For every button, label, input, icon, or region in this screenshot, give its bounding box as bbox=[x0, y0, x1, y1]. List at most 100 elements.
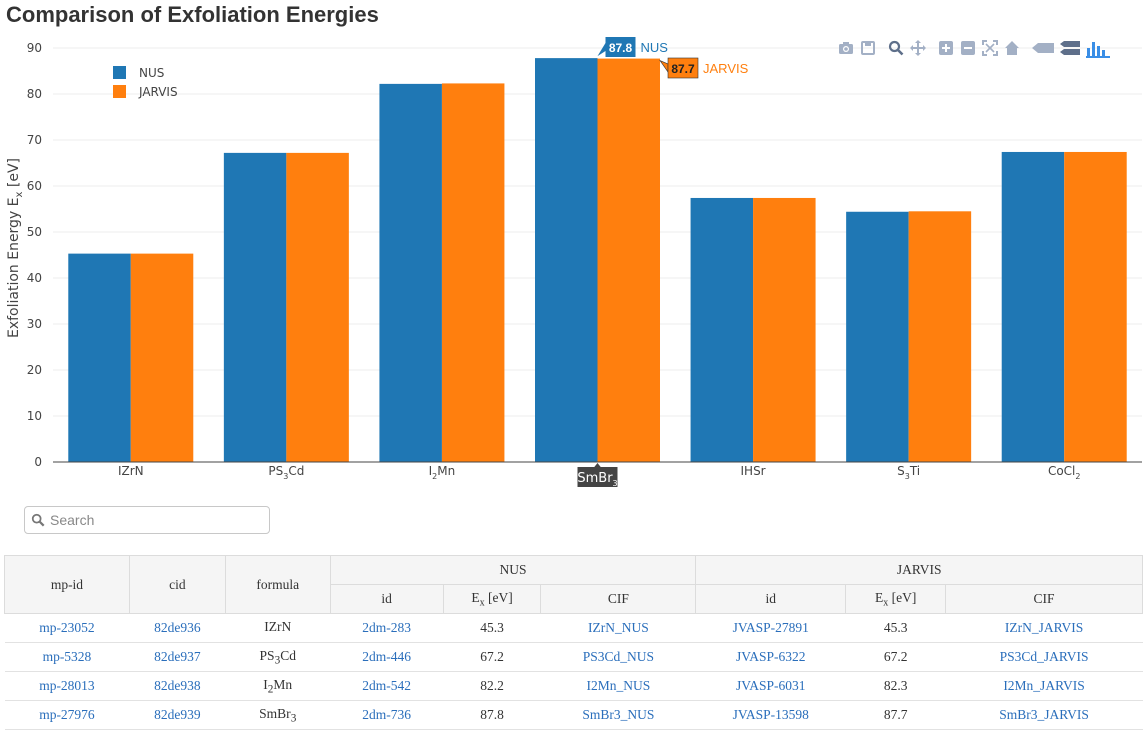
x-tick-label-sub: 3 bbox=[283, 472, 288, 481]
x-tick-label-base: IHSr bbox=[741, 464, 766, 478]
cell-jarvis-cif: SmBr3_JARVIS bbox=[945, 700, 1143, 730]
x-tick-label-sub: 2 bbox=[1075, 472, 1080, 481]
jarvis-cif-link[interactable]: SmBr3_JARVIS bbox=[999, 707, 1089, 722]
bar-jarvis bbox=[130, 253, 194, 462]
hover-box-nus bbox=[605, 37, 636, 57]
jarvis-cif-link[interactable]: I2Mn_JARVIS bbox=[1003, 678, 1085, 693]
col-jarvis-ex[interactable]: Ex [eV] bbox=[845, 584, 947, 614]
nus-id-link[interactable]: 2dm-283 bbox=[362, 620, 412, 635]
mp-id-link[interactable]: mp-27976 bbox=[39, 707, 95, 722]
nus-id-link[interactable]: 2dm-446 bbox=[362, 649, 412, 664]
cell-mp-id: mp-28013 bbox=[4, 671, 130, 701]
cid-link[interactable]: 82de937 bbox=[154, 649, 201, 664]
cid-link[interactable]: 82de936 bbox=[154, 620, 201, 635]
cid-link[interactable]: 82de938 bbox=[154, 678, 201, 693]
col-cid[interactable]: cid bbox=[128, 555, 226, 614]
y-tick-label: 70 bbox=[27, 133, 42, 147]
legend-swatch-jarvis bbox=[113, 85, 126, 98]
x-tick-label: IHSr bbox=[741, 464, 766, 478]
cell-nus-cif: SmBr3_NUS bbox=[540, 700, 696, 730]
jarvis-id-link[interactable]: JVASP-27891 bbox=[732, 620, 809, 635]
x-tick-label-tail: Ti bbox=[909, 464, 920, 478]
x-tick-label-base: PS bbox=[268, 464, 283, 478]
nus-cif-link[interactable]: IZrN_NUS bbox=[588, 620, 649, 635]
nus-cif-link[interactable]: SmBr3_NUS bbox=[582, 707, 655, 722]
hover-box-jarvis bbox=[667, 57, 699, 79]
zoom-icon[interactable] bbox=[888, 40, 904, 56]
formula-base: IZrN bbox=[264, 618, 292, 634]
col-jarvis-cif[interactable]: CIF bbox=[945, 584, 1143, 614]
table-row: mp-28013 82de938 I2Mn 2dm-542 82.2 I2Mn_… bbox=[4, 671, 1143, 701]
cell-nus-cif: PS3Cd_NUS bbox=[540, 642, 696, 672]
zoom-out-icon[interactable] bbox=[960, 40, 976, 56]
col-jarvis-ex-unit: [eV] bbox=[888, 589, 917, 605]
cell-jarvis-cif: PS3Cd_JARVIS bbox=[945, 642, 1143, 672]
mp-id-link[interactable]: mp-28013 bbox=[39, 678, 95, 693]
y-tick-label: 50 bbox=[27, 225, 42, 239]
search-field[interactable] bbox=[24, 506, 270, 534]
cell-jarvis-cif: IZrN_JARVIS bbox=[945, 613, 1143, 643]
jarvis-cif-link[interactable]: IZrN_JARVIS bbox=[1004, 620, 1084, 635]
autoscale-icon[interactable] bbox=[982, 40, 998, 56]
col-nus-id[interactable]: id bbox=[329, 584, 444, 614]
x-tick-label-sub: 2 bbox=[432, 472, 437, 481]
cell-mp-id: mp-5328 bbox=[4, 642, 130, 672]
home-icon[interactable] bbox=[1004, 40, 1020, 56]
col-formula[interactable]: formula bbox=[224, 555, 331, 614]
cell-formula: I2Mn bbox=[225, 671, 331, 701]
y-tick-label: 10 bbox=[27, 409, 42, 423]
cid-link[interactable]: 82de939 bbox=[154, 707, 201, 722]
mp-id-link[interactable]: mp-23052 bbox=[39, 620, 95, 635]
bar-jarvis bbox=[1064, 151, 1127, 462]
y-tick-label: 20 bbox=[27, 363, 42, 377]
cell-nus-cif: IZrN_NUS bbox=[540, 613, 696, 643]
bar-jarvis bbox=[286, 152, 349, 462]
formula-base: SmBr bbox=[259, 705, 291, 721]
col-mp-id[interactable]: mp-id bbox=[4, 555, 130, 614]
zoom-in-icon[interactable] bbox=[938, 40, 954, 56]
x-tick-label: IZrN bbox=[118, 464, 144, 478]
bar-nus bbox=[1001, 151, 1065, 462]
jarvis-id-link[interactable]: JVASP-6031 bbox=[736, 678, 806, 693]
x-tick-label-base: S bbox=[897, 464, 905, 478]
page-title: Comparison of Exfoliation Energies bbox=[6, 2, 379, 27]
x-tick-label: PS3Cd bbox=[268, 464, 304, 481]
jarvis-id-link[interactable]: JVASP-13598 bbox=[732, 707, 809, 722]
jarvis-id-link[interactable]: JVASP-6322 bbox=[736, 649, 806, 664]
y-tick-label: 0 bbox=[34, 455, 42, 469]
cell-nus-id: 2dm-736 bbox=[330, 700, 444, 730]
group-jarvis: JARVIS bbox=[695, 555, 1143, 585]
hover-closest-icon[interactable] bbox=[1032, 40, 1054, 56]
col-nus-ex[interactable]: Ex [eV] bbox=[442, 584, 542, 614]
mp-id-link[interactable]: mp-5328 bbox=[42, 649, 92, 664]
save-icon[interactable] bbox=[860, 40, 876, 56]
plotly-logo-icon[interactable] bbox=[1086, 40, 1110, 58]
x-tick-label-base: I bbox=[429, 464, 433, 478]
nus-id-link[interactable]: 2dm-542 bbox=[362, 678, 412, 693]
legend-label-nus: NUS bbox=[139, 66, 164, 80]
cell-nus-cif: I2Mn_NUS bbox=[540, 671, 696, 701]
search-input[interactable] bbox=[48, 511, 262, 529]
nus-cif-link[interactable]: PS3Cd_NUS bbox=[582, 649, 655, 664]
camera-icon[interactable] bbox=[838, 40, 854, 56]
y-tick-label: 30 bbox=[27, 317, 42, 331]
hover-name-jarvis: JARVIS bbox=[703, 61, 749, 76]
cell-nus-id: 2dm-283 bbox=[330, 613, 444, 643]
col-nus-ex-unit: [eV] bbox=[484, 589, 513, 605]
x-tick-label-base: CoCl bbox=[1048, 464, 1075, 478]
hover-x-pointer bbox=[593, 463, 602, 468]
nus-id-link[interactable]: 2dm-736 bbox=[362, 707, 412, 722]
pan-icon[interactable] bbox=[910, 40, 926, 56]
formula-base: I bbox=[263, 676, 268, 692]
jarvis-cif-link[interactable]: PS3Cd_JARVIS bbox=[999, 649, 1089, 664]
hover-compare-icon[interactable] bbox=[1060, 40, 1080, 56]
col-nus-cif[interactable]: CIF bbox=[540, 584, 697, 614]
hover-x-label-sub: 3 bbox=[613, 479, 618, 488]
bar-nus bbox=[223, 152, 287, 462]
legend-swatch-nus bbox=[113, 66, 126, 79]
cell-nus-ex: 82.2 bbox=[443, 671, 541, 701]
group-nus: NUS bbox=[329, 555, 697, 585]
nus-cif-link[interactable]: I2Mn_NUS bbox=[586, 678, 651, 693]
col-jarvis-id[interactable]: id bbox=[695, 584, 847, 614]
